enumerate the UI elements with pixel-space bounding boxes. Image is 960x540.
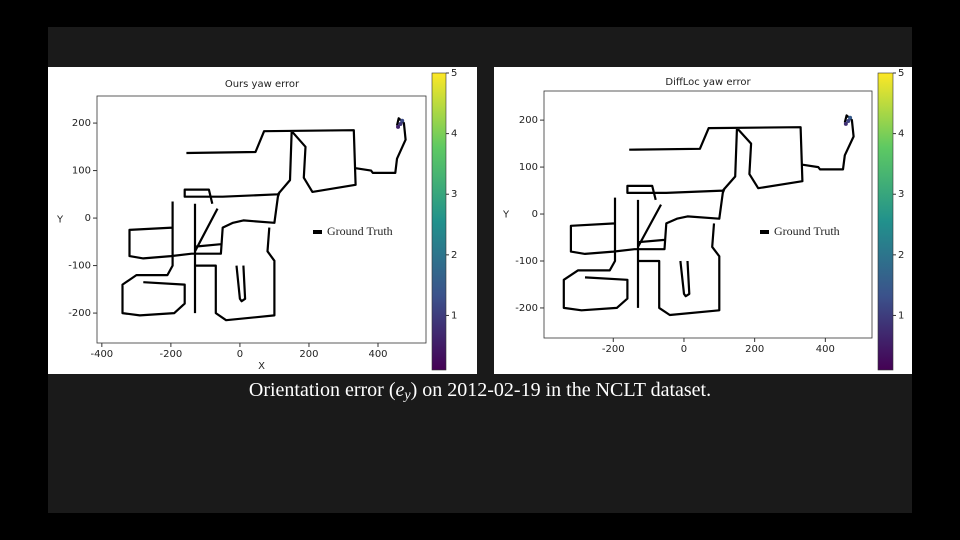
colorbar-tick-label: 2 [898,250,904,261]
x-axis-label: X [258,361,265,372]
trajectory [562,114,855,317]
legend-swatch [313,230,322,234]
x-tick-label: -400 [90,349,113,360]
error-point [400,118,405,123]
chart-title: DiffLoc yaw error [665,77,751,88]
x-tick-label: 0 [681,344,687,355]
y-axis-label: Y [502,210,510,221]
x-tick-label: -200 [602,344,625,355]
colorbar-tick-label: 1 [898,310,904,321]
legend-label: Ground Truth [327,224,393,238]
y-tick-label: -200 [515,303,538,314]
x-tick-label: 200 [745,344,764,355]
colorbar [431,72,447,371]
y-tick-label: 200 [519,115,538,126]
caption: Orientation error (ey) on 2012-02-19 in … [249,379,711,404]
colorbar-tick-label: 5 [898,68,904,79]
y-tick-label: 100 [72,166,91,177]
colorbar-tick-label: 3 [451,189,457,200]
colorbar [877,72,894,371]
x-tick-label: 200 [299,349,318,360]
colorbar-tick-label: 2 [451,250,457,261]
y-tick-label: 0 [532,209,538,220]
y-tick-label: 200 [72,118,91,129]
y-tick-label: -100 [515,256,538,267]
error-point [398,122,403,127]
legend-swatch [760,230,769,234]
chart-title: Ours yaw error [225,79,300,90]
y-tick-label: 100 [519,162,538,173]
plot-area [96,95,427,344]
error-point [846,119,851,124]
colorbar-tick-label: 4 [898,129,904,140]
colorbar-tick-label: 3 [898,189,904,200]
colorbar-tick-label: 5 [451,68,457,79]
trajectory [121,117,407,322]
x-tick-label: 0 [237,349,243,360]
legend-label: Ground Truth [774,224,840,238]
y-tick-label: -100 [68,261,91,272]
error-point [396,124,401,129]
error-point [848,115,853,120]
y-axis-label: Y [56,215,64,226]
error-point [843,121,848,126]
x-tick-label: 400 [816,344,835,355]
colorbar-tick-label: 4 [451,129,457,140]
y-tick-label: 0 [85,213,91,224]
colorbar-tick-label: 1 [451,310,457,321]
x-tick-label: 400 [368,349,387,360]
y-tick-label: -200 [68,308,91,319]
x-tick-label: -200 [160,349,183,360]
